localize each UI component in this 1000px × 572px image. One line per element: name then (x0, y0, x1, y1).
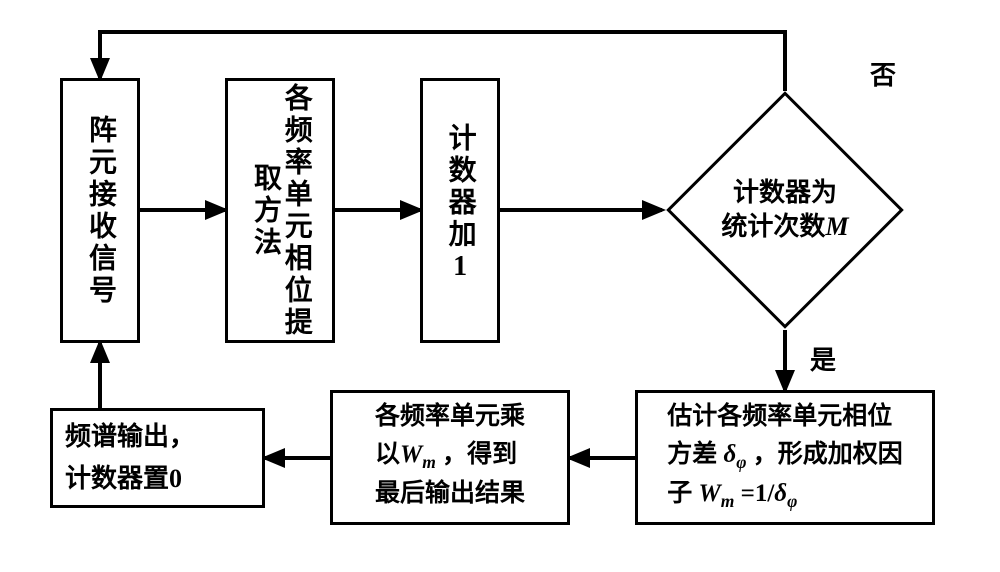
node-multiply-weight-text: 各频率单元乘 以Wm ，得到 最后输出结果 (375, 398, 525, 512)
node-decision-text: 计数器为 统计次数M (705, 176, 865, 244)
node-output-reset-text: 频谱输出， 计数器置0 (65, 416, 195, 499)
label-no: 否 (870, 55, 896, 92)
label-yes: 是 (810, 340, 836, 377)
node-phase-extract-text: 各频率单元相位提取方法 (249, 81, 311, 340)
node-output-reset: 频谱输出， 计数器置0 (50, 408, 265, 508)
node-counter-add-text: 计数器加1 (440, 123, 479, 297)
node-estimate-variance: 估计各频率单元相位 方差 δφ ，形成加权因 子 Wm =1/δφ (635, 390, 935, 525)
node-receive-signal-text: 阵元接收信号 (80, 115, 120, 307)
node-counter-add: 计数器加1 (420, 78, 500, 343)
node-multiply-weight: 各频率单元乘 以Wm ，得到 最后输出结果 (330, 390, 570, 525)
node-estimate-variance-text: 估计各频率单元相位 方差 δφ ，形成加权因 子 Wm =1/δφ (667, 398, 903, 514)
node-phase-extract: 各频率单元相位提取方法 (225, 78, 335, 343)
node-decision-counter: 计数器为 统计次数M (701, 126, 869, 294)
node-receive-signal: 阵元接收信号 (60, 78, 140, 343)
